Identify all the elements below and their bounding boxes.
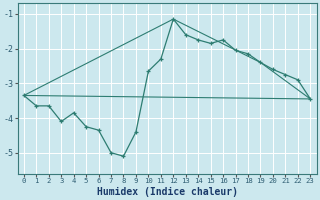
X-axis label: Humidex (Indice chaleur): Humidex (Indice chaleur) (97, 186, 237, 197)
